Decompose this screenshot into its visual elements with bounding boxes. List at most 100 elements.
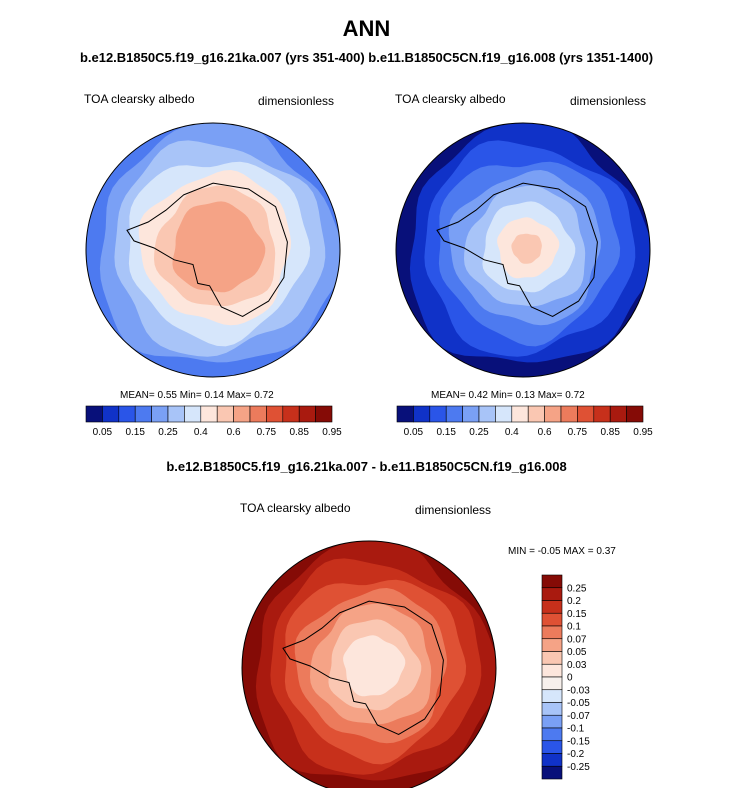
panel2-colorbar-tick-label: 0.75 — [568, 427, 588, 438]
panel2-variable-label: TOA clearsky albedo — [395, 92, 506, 106]
panel2-colorbar-swatch-15 — [626, 405, 644, 423]
panel3-colorbar-tick-label: -0.1 — [567, 724, 585, 735]
panel1-variable-label: TOA clearsky albedo — [84, 92, 195, 106]
panel2-colorbar-swatch-7 — [495, 405, 513, 423]
panel2-colorbar-tick-label: 0.6 — [538, 427, 552, 438]
panel3-stats: MIN = -0.05 MAX = 0.37 — [508, 546, 616, 557]
panel1-units-label: dimensionless — [258, 94, 335, 108]
panel3-colorbar-swatch-10 — [541, 689, 563, 703]
panel2-colorbar-swatch-1 — [396, 405, 414, 423]
panel1-map-border — [85, 122, 341, 378]
panel2-colorbar-swatch-8 — [511, 405, 529, 423]
panel3-colorbar-tick-label: -0.15 — [567, 736, 590, 747]
panel3-colorbar-swatch-4 — [541, 612, 563, 627]
panel3-variable-label: TOA clearsky albedo — [240, 501, 351, 515]
panel1-field — [86, 123, 340, 377]
difference-title: b.e12.B1850C5.f19_g16.21ka.007 - b.e11.B… — [166, 459, 567, 474]
panel3-colorbar-tick-label: 0.03 — [567, 660, 587, 671]
panel3-colorbar-swatch-6 — [541, 638, 563, 652]
panel2-colorbar-tick-label: 0.95 — [633, 427, 653, 438]
panel3-colorbar-tick-label: -0.25 — [567, 762, 590, 773]
panel2-contour-band-8 — [511, 233, 542, 264]
panel2-colorbar-tick-label: 0.25 — [469, 427, 489, 438]
panel1-colorbar-swatch-4 — [134, 405, 152, 423]
panel1-colorbar-swatch-14 — [298, 405, 316, 423]
panel2-colorbar-swatch-14 — [609, 405, 627, 423]
panel1-polar-map — [85, 122, 341, 378]
panel1-colorbar-swatch-5 — [151, 405, 169, 423]
panel2-field — [396, 123, 650, 377]
panel3-colorbar-swatch-2 — [541, 587, 563, 601]
panel2-polar-map — [395, 122, 651, 378]
panel2-colorbar-swatch-12 — [577, 405, 595, 423]
panel1-colorbar-tick-label: 0.95 — [322, 427, 342, 438]
panel1-contour-band-6 — [172, 201, 266, 293]
figure-title: ANN — [342, 16, 391, 41]
panel3-colorbar-tick-label: 0.15 — [567, 609, 587, 620]
panel3-colorbar-tick-label: 0.07 — [567, 634, 587, 645]
panel2-colorbar-tick-label: 0.4 — [505, 427, 519, 438]
panel3-colorbar-tick-label: 0.05 — [567, 647, 587, 658]
panel2-colorbar-swatch-2 — [413, 405, 431, 423]
panel3-colorbar-swatch-16 — [541, 765, 563, 780]
panel2-units-label: dimensionless — [570, 94, 647, 108]
panel3-colorbar-swatch-1 — [541, 574, 563, 589]
panel2-colorbar-swatch-9 — [527, 405, 545, 423]
panel3-field — [242, 541, 496, 788]
panel3-colorbar-swatch-7 — [541, 651, 563, 665]
panel1-colorbar-swatch-12 — [266, 405, 284, 423]
panel1-colorbar-swatch-7 — [184, 405, 202, 423]
panel3-colorbar-tick-label: -0.07 — [567, 711, 590, 722]
panel1-colorbar-tick-label: 0.85 — [289, 427, 309, 438]
panel3-colorbar-tick-label: -0.2 — [567, 749, 585, 760]
panel1-colorbar-swatch-15 — [315, 405, 333, 423]
panel1-colorbar-tick-label: 0.05 — [93, 427, 113, 438]
panel1-colorbar-swatch-2 — [102, 405, 120, 423]
panel3-colorbar-swatch-8 — [541, 663, 563, 678]
panel3-polar-map — [241, 540, 497, 788]
panel3-colorbar-swatch-3 — [541, 600, 563, 614]
panel2-map-border — [395, 122, 651, 378]
panel3-colorbar-swatch-13 — [541, 727, 563, 742]
panel1-colorbar-tick-label: 0.6 — [227, 427, 241, 438]
panel3-map-border — [241, 540, 497, 788]
panel2-colorbar-swatch-4 — [445, 405, 463, 423]
panel2-colorbar-swatch-10 — [544, 405, 562, 423]
panel3-colorbar: 0.25 0.2 0.15 0.10.07 0.05 0.03 0-0.03 -0.05 -0.… — [541, 574, 590, 780]
panel1-colorbar-swatch-6 — [167, 405, 185, 423]
panel1-colorbar-tick-label: 0.25 — [158, 427, 178, 438]
panel3-units-label: dimensionless — [415, 503, 492, 517]
panel1-colorbar-swatch-3 — [118, 405, 136, 423]
panel2-colorbar-tick-label: 0.05 — [404, 427, 424, 438]
panel3-contour-band-7 — [343, 635, 406, 697]
panel1-colorbar-tick-label: 0.4 — [194, 427, 208, 438]
panel2-colorbar-tick-label: 0.85 — [600, 427, 620, 438]
panel2-colorbar-swatch-11 — [560, 405, 578, 423]
figure-subtitle: b.e12.B1850C5.f19_g16.21ka.007 (yrs 351-… — [79, 50, 654, 65]
panel2-colorbar: 0.05 0.15 0.25 0.4 0.6 0.75 0.85 0.95 — [396, 405, 653, 438]
panel3-colorbar-tick-label: 0.2 — [567, 596, 581, 607]
panel2-colorbar-tick-label: 0.15 — [436, 427, 456, 438]
panel1-coastline — [126, 182, 288, 317]
panel3-colorbar-swatch-12 — [541, 714, 563, 729]
panel3-colorbar-swatch-14 — [541, 740, 563, 754]
panel3-colorbar-tick-label: 0.1 — [567, 622, 581, 633]
panel3-coastline — [282, 600, 444, 735]
panel1-colorbar-swatch-8 — [200, 405, 218, 423]
panel3-colorbar-tick-label: 0.25 — [567, 583, 587, 594]
panel3-colorbar-tick-label: -0.03 — [567, 685, 590, 696]
panel3-colorbar-tick-label: -0.05 — [567, 698, 590, 709]
panel2-coastline — [436, 182, 598, 317]
panel1-colorbar-swatch-10 — [233, 405, 251, 423]
panel3-colorbar-swatch-11 — [541, 702, 563, 716]
panel1-colorbar-swatch-1 — [85, 405, 103, 423]
panel1-colorbar-tick-label: 0.75 — [257, 427, 277, 438]
panel1-colorbar-swatch-11 — [249, 405, 267, 423]
panel1-colorbar-swatch-13 — [282, 405, 300, 423]
panel3-colorbar-swatch-9 — [541, 676, 563, 691]
panel1-colorbar: 0.05 0.15 0.25 0.4 0.6 0.75 0.85 0.95 — [85, 405, 342, 438]
panel3-colorbar-swatch-15 — [541, 753, 563, 767]
panel3-colorbar-tick-label: 0 — [567, 673, 573, 684]
panel1-colorbar-tick-label: 0.15 — [125, 427, 145, 438]
